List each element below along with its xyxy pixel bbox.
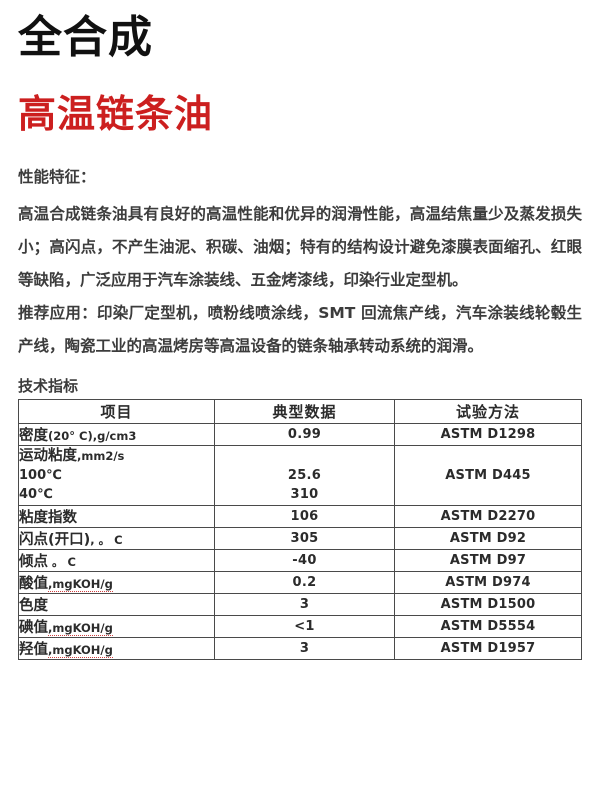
spec-value: 0.2 — [214, 571, 395, 594]
features-paragraph: 高温合成链条油具有良好的高温性能和优异的润滑性能，高温结焦量少及蒸发损失小；高闪… — [18, 205, 582, 289]
page-title-primary: 全合成 — [18, 12, 153, 63]
table-header-row: 项目 典型数据 试验方法 — [18, 399, 582, 424]
column-header-value: 典型数据 — [214, 399, 395, 424]
table-body: 密度(20° C),g/cm3 0.99 ASTM D1298 运动粘度,mm2/s 1… — [18, 423, 582, 660]
technical-spec-table: 项目 典型数据 试验方法 密度(20° C),g/cm3 0.99 ASTM D12… — [18, 399, 582, 660]
spec-test-method: ASTM D2270 — [394, 505, 582, 528]
spec-value: 3 — [214, 593, 395, 616]
spec-value-line: 310 — [290, 487, 319, 502]
table-row: 倾点 。 C -40 ASTM D97 — [18, 549, 582, 572]
spec-test-method: ASTM D5554 — [394, 615, 582, 638]
spec-item-label: 色度 — [18, 593, 215, 616]
column-header-method: 试验方法 — [394, 399, 582, 424]
spec-test-method: ASTM D1298 — [394, 423, 582, 446]
spec-value: 0.99 — [214, 423, 395, 446]
spec-test-method: ASTM D445 — [394, 445, 582, 506]
table-row: 酸值,mgKOH/g 0.2 ASTM D974 — [18, 571, 582, 594]
table-row: 闪点(开口), 。 C 305 ASTM D92 — [18, 527, 582, 550]
table-row: 密度(20° C),g/cm3 0.99 ASTM D1298 — [18, 423, 582, 446]
spec-item-label: 倾点 。 C — [18, 549, 215, 572]
spec-item-label: 运动粘度,mm2/s 100℃ 40℃ — [18, 445, 215, 506]
table-row: 羟值,mgKOH/g 3 ASTM D1957 — [18, 637, 582, 660]
spec-item-sublabel: 40℃ — [19, 487, 53, 502]
spec-item-label: 粘度指数 — [18, 505, 215, 528]
spec-value: <1 — [214, 615, 395, 638]
spec-value: -40 — [214, 549, 395, 572]
spec-value-line: 25.6 — [287, 468, 322, 483]
table-row: 色度 3 ASTM D1500 — [18, 593, 582, 616]
spec-value: 106 — [214, 505, 395, 528]
page-title-secondary: 高温链条油 — [18, 92, 214, 136]
spec-test-method: ASTM D1500 — [394, 593, 582, 616]
column-header-item: 项目 — [18, 399, 215, 424]
spec-item-sublabel: 100℃ — [19, 468, 62, 483]
spec-item-label: 羟值,mgKOH/g — [18, 637, 215, 660]
spec-test-method: ASTM D1957 — [394, 637, 582, 660]
table-row: 粘度指数 106 ASTM D2270 — [18, 505, 582, 528]
spec-value: 305 — [214, 527, 395, 550]
spec-item-label: 密度(20° C),g/cm3 — [18, 423, 215, 446]
spec-item-label: 酸值,mgKOH/g — [18, 571, 215, 594]
applications-paragraph: 推荐应用：印染厂定型机，喷粉线喷涂线，SMT 回流焦产线，汽车涂装线轮毂生产线，… — [18, 304, 582, 355]
spec-item-label: 闪点(开口), 。 C — [18, 527, 215, 550]
spec-value: 3 — [214, 637, 395, 660]
features-heading: 性能特征： — [18, 168, 96, 186]
spec-item-label: 碘值,mgKOH/g — [18, 615, 215, 638]
spec-test-method: ASTM D97 — [394, 549, 582, 572]
spec-section-label: 技术指标 — [18, 377, 79, 395]
spec-test-method: ASTM D92 — [394, 527, 582, 550]
table-row: 碘值,mgKOH/g <1 ASTM D5554 — [18, 615, 582, 638]
spec-test-method: ASTM D974 — [394, 571, 582, 594]
description-section: 性能特征： 高温合成链条油具有良好的高温性能和优异的润滑性能，高温结焦量少及蒸发… — [18, 137, 582, 363]
